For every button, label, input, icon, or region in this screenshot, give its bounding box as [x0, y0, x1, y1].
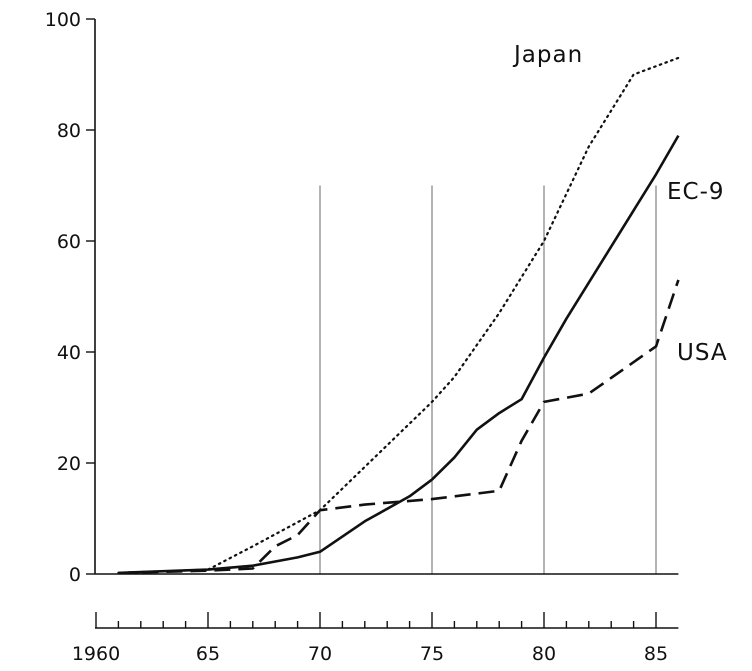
series-line-usa	[118, 279, 680, 575]
y-tick-label-100: 100	[45, 9, 81, 31]
x-tick-label-1960: 1960	[72, 643, 120, 665]
x-tick-label-1975: 75	[420, 643, 444, 665]
reference-lines	[319, 185, 657, 574]
series-lines	[117, 56, 680, 575]
x-tick-label-1970: 70	[308, 643, 332, 665]
y-ticks: 0 20 40 60 80 100	[45, 9, 95, 586]
x-tick-label-1980: 80	[532, 643, 556, 665]
series-line-ec-9	[118, 134, 680, 575]
series-labels: Japan EC-9 USA	[512, 42, 728, 366]
series-label-usa: USA	[677, 340, 728, 366]
x-tick-label-1985: 85	[644, 643, 668, 665]
series-label-ec-9: EC-9	[667, 179, 725, 205]
y-tick-label-60: 60	[57, 231, 81, 253]
series-label-japan: Japan	[512, 42, 583, 68]
y-tick-label-20: 20	[57, 453, 81, 475]
axes	[94, 19, 679, 629]
x-ticks: 1960 65 70 75 80 85	[72, 612, 668, 665]
y-tick-label-0: 0	[69, 564, 81, 586]
y-tick-label-80: 80	[57, 120, 81, 142]
x-tick-label-1965: 65	[196, 643, 220, 665]
series-line-japan	[117, 56, 680, 575]
y-tick-label-40: 40	[57, 342, 81, 364]
